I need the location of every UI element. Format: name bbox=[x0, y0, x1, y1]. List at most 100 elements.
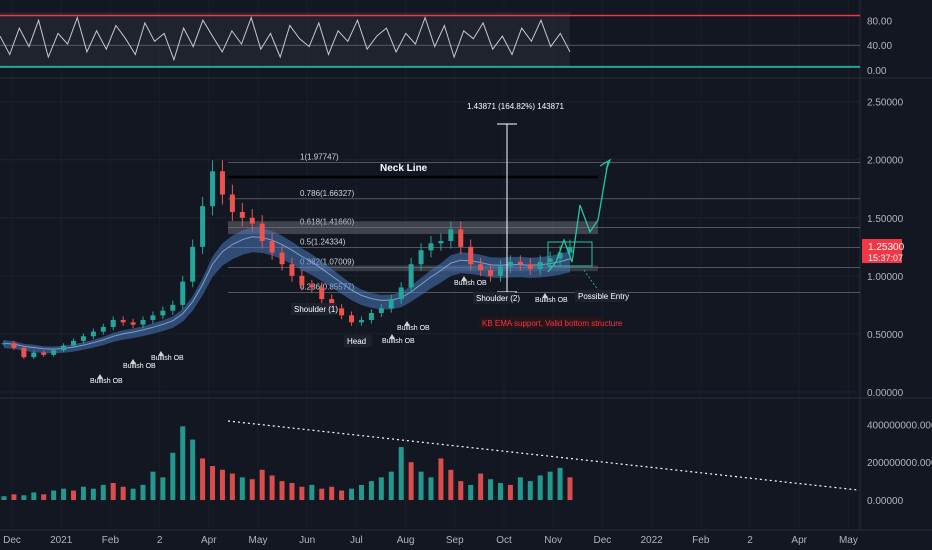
price-y-tick: 2.50000 bbox=[867, 98, 904, 109]
candle-body bbox=[140, 319, 146, 325]
volume-bar bbox=[150, 471, 156, 500]
candle-body bbox=[458, 229, 464, 247]
volume-bar bbox=[507, 484, 513, 500]
bullish-ob-marker bbox=[97, 374, 103, 379]
candle-body bbox=[438, 241, 444, 244]
bullish-ob-label: Bullish OB bbox=[397, 325, 430, 332]
candle-body bbox=[468, 246, 474, 265]
bullish-ob-marker bbox=[158, 351, 164, 356]
price-y-tick: 1.50000 bbox=[867, 214, 904, 225]
price-y-tick: 0.00000 bbox=[867, 388, 904, 399]
bullish-ob-marker bbox=[130, 359, 136, 364]
time-tick: Apr bbox=[201, 535, 217, 546]
oscillator-y-tick: 0.00 bbox=[867, 66, 887, 77]
candle-body bbox=[408, 264, 414, 288]
volume-bar bbox=[428, 477, 434, 500]
candle-body bbox=[180, 281, 186, 305]
candle-body bbox=[517, 261, 523, 265]
last-price: 1.25300 bbox=[868, 242, 905, 253]
oscillator-line bbox=[0, 15, 571, 62]
candle-body bbox=[448, 229, 454, 241]
volume-y-tick: 400000000.00000 bbox=[867, 420, 932, 431]
time-tick: May bbox=[839, 535, 858, 546]
last-price-badge bbox=[862, 239, 902, 263]
measure-label: 1.43871 (164.82%) 143871 bbox=[467, 102, 565, 111]
candle-body bbox=[200, 206, 206, 247]
candle-body bbox=[537, 261, 543, 269]
price-panel: 1(1.97747) 0.786(1.66327) 0.618(1.41660) 0.… bbox=[1, 98, 905, 399]
candle-body bbox=[299, 275, 305, 286]
candle-body bbox=[319, 287, 325, 300]
candle-body bbox=[527, 264, 533, 269]
projection-path bbox=[547, 161, 609, 273]
time-tick: Feb bbox=[102, 535, 120, 546]
volume-bar bbox=[41, 494, 47, 500]
candle-body bbox=[90, 331, 96, 337]
ema-note-label-bg bbox=[479, 317, 603, 329]
volume-bar bbox=[200, 458, 206, 500]
volume-bar bbox=[547, 471, 553, 500]
volume-bar bbox=[358, 484, 364, 500]
time-tick: Oct bbox=[496, 535, 512, 546]
candle-body bbox=[41, 352, 47, 355]
bullish-ob-marker bbox=[461, 276, 467, 281]
volume-bar bbox=[21, 495, 27, 500]
candle-body bbox=[388, 299, 394, 309]
volume-bar bbox=[388, 471, 394, 500]
candle-body bbox=[259, 223, 265, 241]
fib-zone-618 bbox=[228, 221, 598, 235]
volume-bar bbox=[567, 477, 573, 500]
oscillator-panel: 80.00 40.00 0.00 bbox=[0, 12, 892, 77]
candle-body bbox=[567, 246, 573, 253]
time-tick: Dec bbox=[594, 535, 612, 546]
time-tick: Aug bbox=[397, 535, 415, 546]
volume-bar bbox=[170, 452, 176, 500]
oscillator-y-tick: 40.00 bbox=[867, 41, 892, 52]
candle-body bbox=[557, 252, 563, 259]
volume-bar bbox=[339, 490, 345, 500]
projection-arrow-head bbox=[599, 158, 612, 171]
volume-bar bbox=[537, 475, 543, 500]
volume-bar bbox=[239, 477, 245, 500]
fib-level-label: 0.5(1.24334) bbox=[300, 238, 346, 247]
time-tick: 2022 bbox=[640, 535, 663, 546]
time-tick: 2 bbox=[747, 535, 753, 546]
volume-bar bbox=[31, 492, 37, 500]
fib-level-label: 0.382(1.07009) bbox=[300, 258, 355, 267]
candle-body bbox=[478, 264, 484, 271]
head-label: Head bbox=[347, 337, 366, 346]
oscillator-y-tick: 80.00 bbox=[867, 16, 892, 27]
volume-bar bbox=[398, 447, 404, 500]
volume-bar bbox=[110, 483, 116, 500]
time-axis: Dec 2021 Feb 2 Apr May Jun Jul Aug Sep Oct Nov Dec 20… bbox=[3, 535, 858, 546]
candle-body bbox=[61, 345, 67, 351]
neck-line-label: Neck Line bbox=[380, 163, 428, 174]
volume-trendline bbox=[227, 420, 859, 491]
bullish-ob-label: Bullish OB bbox=[123, 363, 156, 370]
volume-bar bbox=[279, 481, 285, 500]
volume-bar bbox=[517, 477, 523, 500]
candle-body bbox=[51, 350, 57, 355]
candle-body bbox=[398, 287, 404, 300]
price-y-tick: 1.00000 bbox=[867, 272, 904, 283]
time-tick: 2021 bbox=[50, 535, 73, 546]
time-tick: Apr bbox=[791, 535, 807, 546]
bullish-ob-marker bbox=[542, 293, 548, 298]
candle-body bbox=[507, 261, 513, 267]
candle-body bbox=[170, 304, 176, 311]
candle-body bbox=[239, 211, 245, 218]
volume-bar bbox=[368, 481, 374, 500]
volume-y-tick: 0.00000 bbox=[867, 496, 904, 507]
candle-body bbox=[219, 171, 225, 195]
volume-y-tick: 200000000.00000 bbox=[867, 458, 932, 469]
candle-body bbox=[210, 171, 216, 207]
price-y-tick: 0.50000 bbox=[867, 330, 904, 341]
volume-bar bbox=[488, 479, 494, 500]
candle-body bbox=[249, 217, 255, 224]
candle-body bbox=[229, 194, 235, 212]
volume-bar bbox=[140, 484, 146, 500]
time-tick: Dec bbox=[3, 535, 21, 546]
head-label-bg bbox=[344, 335, 372, 347]
